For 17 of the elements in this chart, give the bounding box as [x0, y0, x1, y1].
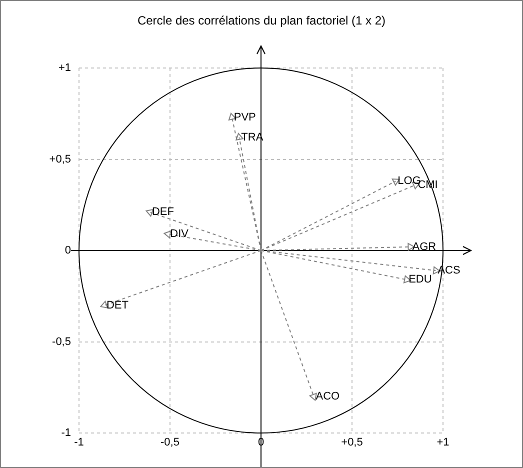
- x-tick-label: +1: [436, 436, 450, 449]
- x-tick-label: -1: [74, 436, 84, 449]
- annotation: PVP: [234, 111, 256, 124]
- annotation: DET: [106, 299, 129, 312]
- annotation: DEF: [152, 206, 174, 218]
- y-tick-label: 0: [64, 244, 71, 257]
- annotation: DIV: [170, 228, 190, 240]
- annotation: AGR: [412, 240, 436, 253]
- y-tick-label: +0,5: [49, 153, 71, 166]
- y-tick-label: -1: [61, 427, 71, 440]
- y-tick-label: -0,5: [52, 336, 71, 348]
- y-tick-label: +1: [58, 62, 71, 74]
- x-tick-label: +0,5: [341, 436, 363, 449]
- x-tick-label: -0,5: [160, 436, 180, 449]
- annotation: EDU: [408, 274, 432, 286]
- annotation: ACO: [316, 390, 340, 403]
- chart-title: Cercle des corrélations du plan factoriel (1 x 2): [137, 13, 386, 28]
